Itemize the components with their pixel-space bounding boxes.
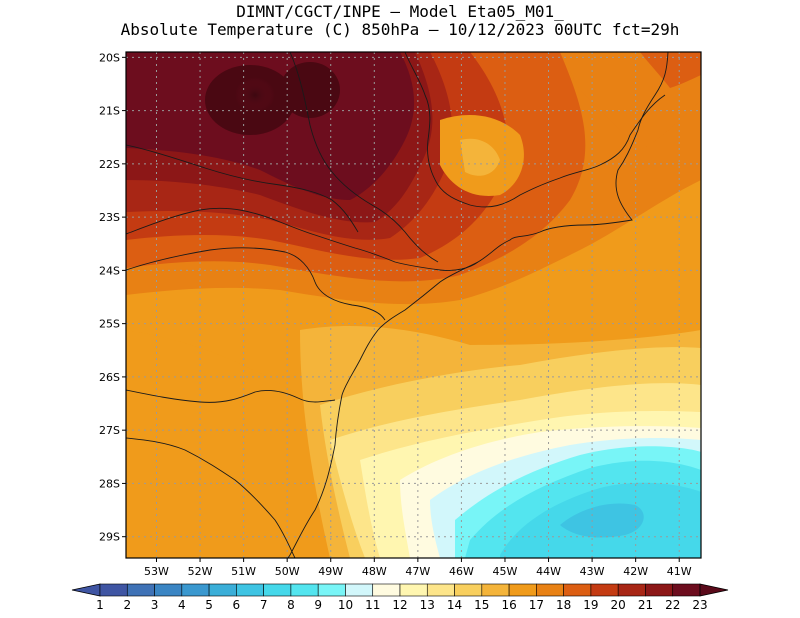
- colorbar-segment: [454, 583, 483, 597]
- lon-tick-label: 50W: [275, 565, 300, 578]
- lat-tick-label: 27S: [99, 424, 120, 437]
- lat-tick-label: 26S: [99, 371, 120, 384]
- colorbar-segment: [481, 583, 510, 597]
- latitude-axis: 20S 21S 22S 23S 24S 25S 26S 27S 28S 29S: [99, 51, 126, 544]
- colorbar-segment: [672, 583, 701, 597]
- colorbar-label: 21: [638, 598, 653, 612]
- lat-tick-label: 22S: [99, 158, 120, 171]
- lat-tick-label: 25S: [99, 318, 120, 331]
- map-title-line-2: Absolute Temperature (C) 850hPa – 10/12/…: [120, 20, 680, 39]
- lon-tick-label: 41W: [667, 565, 692, 578]
- colorbar-label: 10: [338, 598, 353, 612]
- state-border: [126, 437, 296, 558]
- colorbar-label: 7: [260, 598, 268, 612]
- state-border: [126, 247, 386, 321]
- colorbar-segment: [208, 583, 237, 597]
- map-frame: [125, 51, 702, 559]
- colorbar-label: 19: [583, 598, 598, 612]
- lat-tick-label: 23S: [99, 211, 120, 224]
- lat-tick-label: 29S: [99, 531, 120, 544]
- longitude-axis: 53W 52W 51W 50W 49W 48W 47W 46W 45W 44W 43W 42W 41W: [144, 558, 692, 578]
- colorbar-segment: [181, 583, 210, 597]
- colorbar-segment: [590, 583, 619, 597]
- colorbar-segment: [508, 583, 537, 597]
- colorbar-arrow-right: [699, 583, 729, 597]
- lat-tick-label: 21S: [99, 105, 120, 118]
- state-border: [126, 144, 359, 233]
- map-grid: [126, 52, 701, 558]
- lat-tick-label: 24S: [99, 264, 120, 277]
- colorbar-label: 16: [501, 598, 516, 612]
- colorbar-segment: [290, 583, 319, 597]
- colorbar-label: 20: [611, 598, 626, 612]
- lat-tick-label: 20S: [99, 51, 120, 64]
- colorbar-label: 11: [365, 598, 380, 612]
- lon-tick-label: 53W: [144, 565, 169, 578]
- colorbar-label: 1: [96, 598, 104, 612]
- colorbar-label: 2: [123, 598, 131, 612]
- colorbar-label: 15: [474, 598, 489, 612]
- lon-tick-label: 44W: [536, 565, 561, 578]
- colorbar-arrow-left: [71, 583, 101, 597]
- colorbar-label: 23: [692, 598, 707, 612]
- colorbar-label: 8: [287, 598, 295, 612]
- colorbar: 1 2 3 4 5 6 7 8 9 10 11 12 13 14 15 16 17 18 19 20 21 22 23: [71, 583, 729, 612]
- temperature-field: [126, 52, 701, 558]
- lon-tick-label: 52W: [188, 565, 213, 578]
- colorbar-label: 18: [556, 598, 571, 612]
- colorbar-segment: [563, 583, 592, 597]
- colorbar-segment: [126, 583, 155, 597]
- lon-tick-label: 45W: [493, 565, 518, 578]
- colorbar-label: 5: [205, 598, 213, 612]
- lon-tick-label: 49W: [318, 565, 343, 578]
- state-border: [126, 207, 479, 271]
- colorbar-segment: [617, 583, 646, 597]
- colorbar-segment: [154, 583, 183, 597]
- lon-tick-label: 43W: [580, 565, 605, 578]
- colorbar-segment: [345, 583, 374, 597]
- borders: [126, 52, 701, 558]
- colorbar-label: 9: [314, 598, 322, 612]
- colorbar-label: 22: [665, 598, 680, 612]
- state-border: [126, 389, 336, 403]
- lon-tick-label: 46W: [449, 565, 474, 578]
- colorbar-label: 14: [447, 598, 462, 612]
- colorbar-segment: [399, 583, 428, 597]
- colorbar-label: 3: [151, 598, 159, 612]
- colorbar-label: 4: [178, 598, 186, 612]
- colorbar-label: 6: [233, 598, 241, 612]
- lon-tick-label: 47W: [405, 565, 430, 578]
- state-border: [289, 52, 439, 263]
- lat-tick-label: 28S: [99, 477, 120, 490]
- lon-tick-label: 48W: [362, 565, 387, 578]
- map-title-line-1: DIMNT/CGCT/INPE – Model Eta05_M01_: [236, 2, 564, 21]
- colorbar-segment: [263, 583, 292, 597]
- colorbar-segment: [645, 583, 674, 597]
- colorbar-label: 13: [420, 598, 435, 612]
- lon-tick-label: 42W: [623, 565, 648, 578]
- colorbar-segment: [536, 583, 564, 597]
- colorbar-label: 12: [392, 598, 407, 612]
- colorbar-label: 17: [529, 598, 544, 612]
- colorbar-segment: [317, 583, 346, 597]
- lon-tick-label: 51W: [231, 565, 256, 578]
- colorbar-segment: [236, 583, 264, 597]
- colorbar-segment: [99, 583, 128, 597]
- state-border: [404, 52, 666, 208]
- colorbar-segment: [372, 583, 401, 597]
- colorbar-segment: [426, 583, 455, 597]
